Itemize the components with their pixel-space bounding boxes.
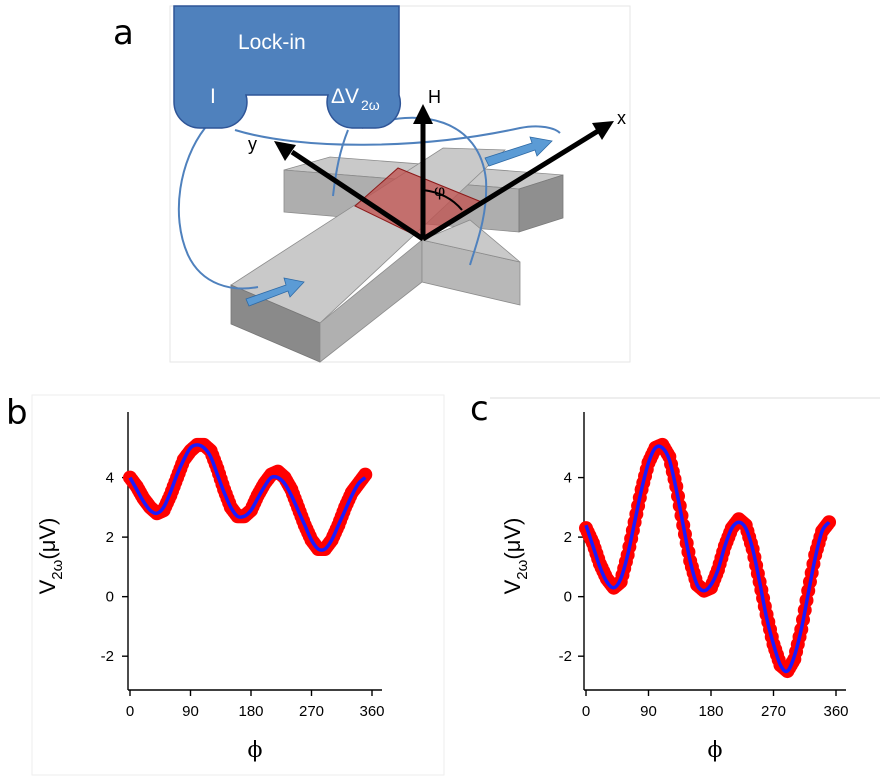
magnetization-arrows — [245, 136, 553, 307]
y-axis-label-main: V — [35, 579, 60, 594]
x-tick-label: 360 — [823, 703, 848, 720]
angle-label: φ — [434, 181, 445, 200]
x-tick-label: 180 — [698, 703, 723, 720]
bar-x-right-top — [420, 219, 521, 263]
panel-c: c -2 0 2 4 0 90 180 270 360 ϕ V2ω(μV) — [470, 389, 880, 763]
y-axis-label-subscript: 2ω — [49, 559, 66, 579]
x-tick-label: 0 — [126, 703, 134, 720]
fit-curve — [584, 444, 831, 674]
x-tick-label: 270 — [761, 703, 786, 720]
y-tick-label: 0 — [564, 589, 572, 606]
axis-x-line — [421, 128, 600, 242]
y-axis-label: V2ω(μV) — [500, 518, 531, 595]
panel-b-frame — [31, 394, 445, 776]
axis-h-arrowhead — [413, 104, 433, 124]
axis-h-label: H — [428, 87, 441, 107]
y-axis-label-main: V — [500, 579, 525, 594]
x-tick-label: 0 — [582, 703, 590, 720]
x-tick-label: 90 — [640, 703, 657, 720]
x-axis-label: ϕ — [248, 738, 263, 763]
coordinate-axes — [274, 104, 614, 242]
y-axis-label-unit: (μV) — [35, 518, 60, 560]
y-axis-label-unit: (μV) — [500, 518, 525, 560]
wires — [177, 116, 561, 290]
current-label: I — [210, 85, 216, 108]
wire-current-out — [234, 125, 561, 146]
bar-y-side — [518, 174, 564, 233]
panel-a: a — [113, 5, 631, 363]
axis-x-arrowhead — [592, 121, 614, 140]
x-tick-label: 360 — [359, 703, 384, 720]
y-axis-label-subscript: 2ω — [514, 559, 531, 579]
y-tick-label: 4 — [106, 470, 114, 487]
x-tick-label: 270 — [299, 703, 324, 720]
y-axis-label: V2ω(μV) — [35, 518, 66, 595]
panel-a-letter: a — [113, 13, 134, 53]
y-tick-label: -2 — [559, 648, 572, 665]
axis-y-arrowhead — [274, 141, 296, 161]
wire-voltage-right — [361, 116, 488, 266]
axis-y-line — [290, 149, 425, 242]
y-tick-label: 2 — [564, 529, 572, 546]
y-tick-label: 2 — [106, 529, 114, 546]
magnetization-arrow-right — [484, 136, 553, 167]
lockin-title: Lock-in — [238, 31, 306, 54]
voltage-label: ΔV — [331, 85, 359, 108]
x-axis-label: ϕ — [708, 738, 723, 763]
x-tick-label: 180 — [238, 703, 263, 720]
y-tick-label: 0 — [106, 589, 114, 606]
panel-b: b -2 0 2 4 0 90 180 270 360 ϕ V2ω(μV) — [6, 393, 445, 776]
chart-c: -2 0 2 4 0 90 180 270 360 ϕ V2ω(μV) — [500, 412, 849, 763]
voltage-subscript: 2ω — [361, 97, 380, 113]
wire-current-in — [177, 127, 259, 290]
fit-curve — [128, 443, 367, 552]
angle-arc — [422, 189, 463, 211]
lockin-box: Lock-in I ΔV 2ω — [173, 5, 402, 129]
panel-c-letter: c — [470, 389, 489, 429]
y-tick-label: 4 — [564, 470, 572, 487]
lockin-body — [173, 5, 402, 129]
axis-y-label: y — [248, 134, 257, 154]
axis-x-label: x — [617, 108, 626, 128]
chart-b: -2 0 2 4 0 90 180 270 360 ϕ V2ω(μV) — [35, 412, 385, 763]
magnetization-arrow-left — [245, 277, 305, 307]
y-tick-label: -2 — [101, 648, 114, 665]
panel-b-letter: b — [6, 393, 28, 433]
wire-voltage-left — [332, 129, 349, 197]
x-tick-label: 90 — [182, 703, 199, 720]
